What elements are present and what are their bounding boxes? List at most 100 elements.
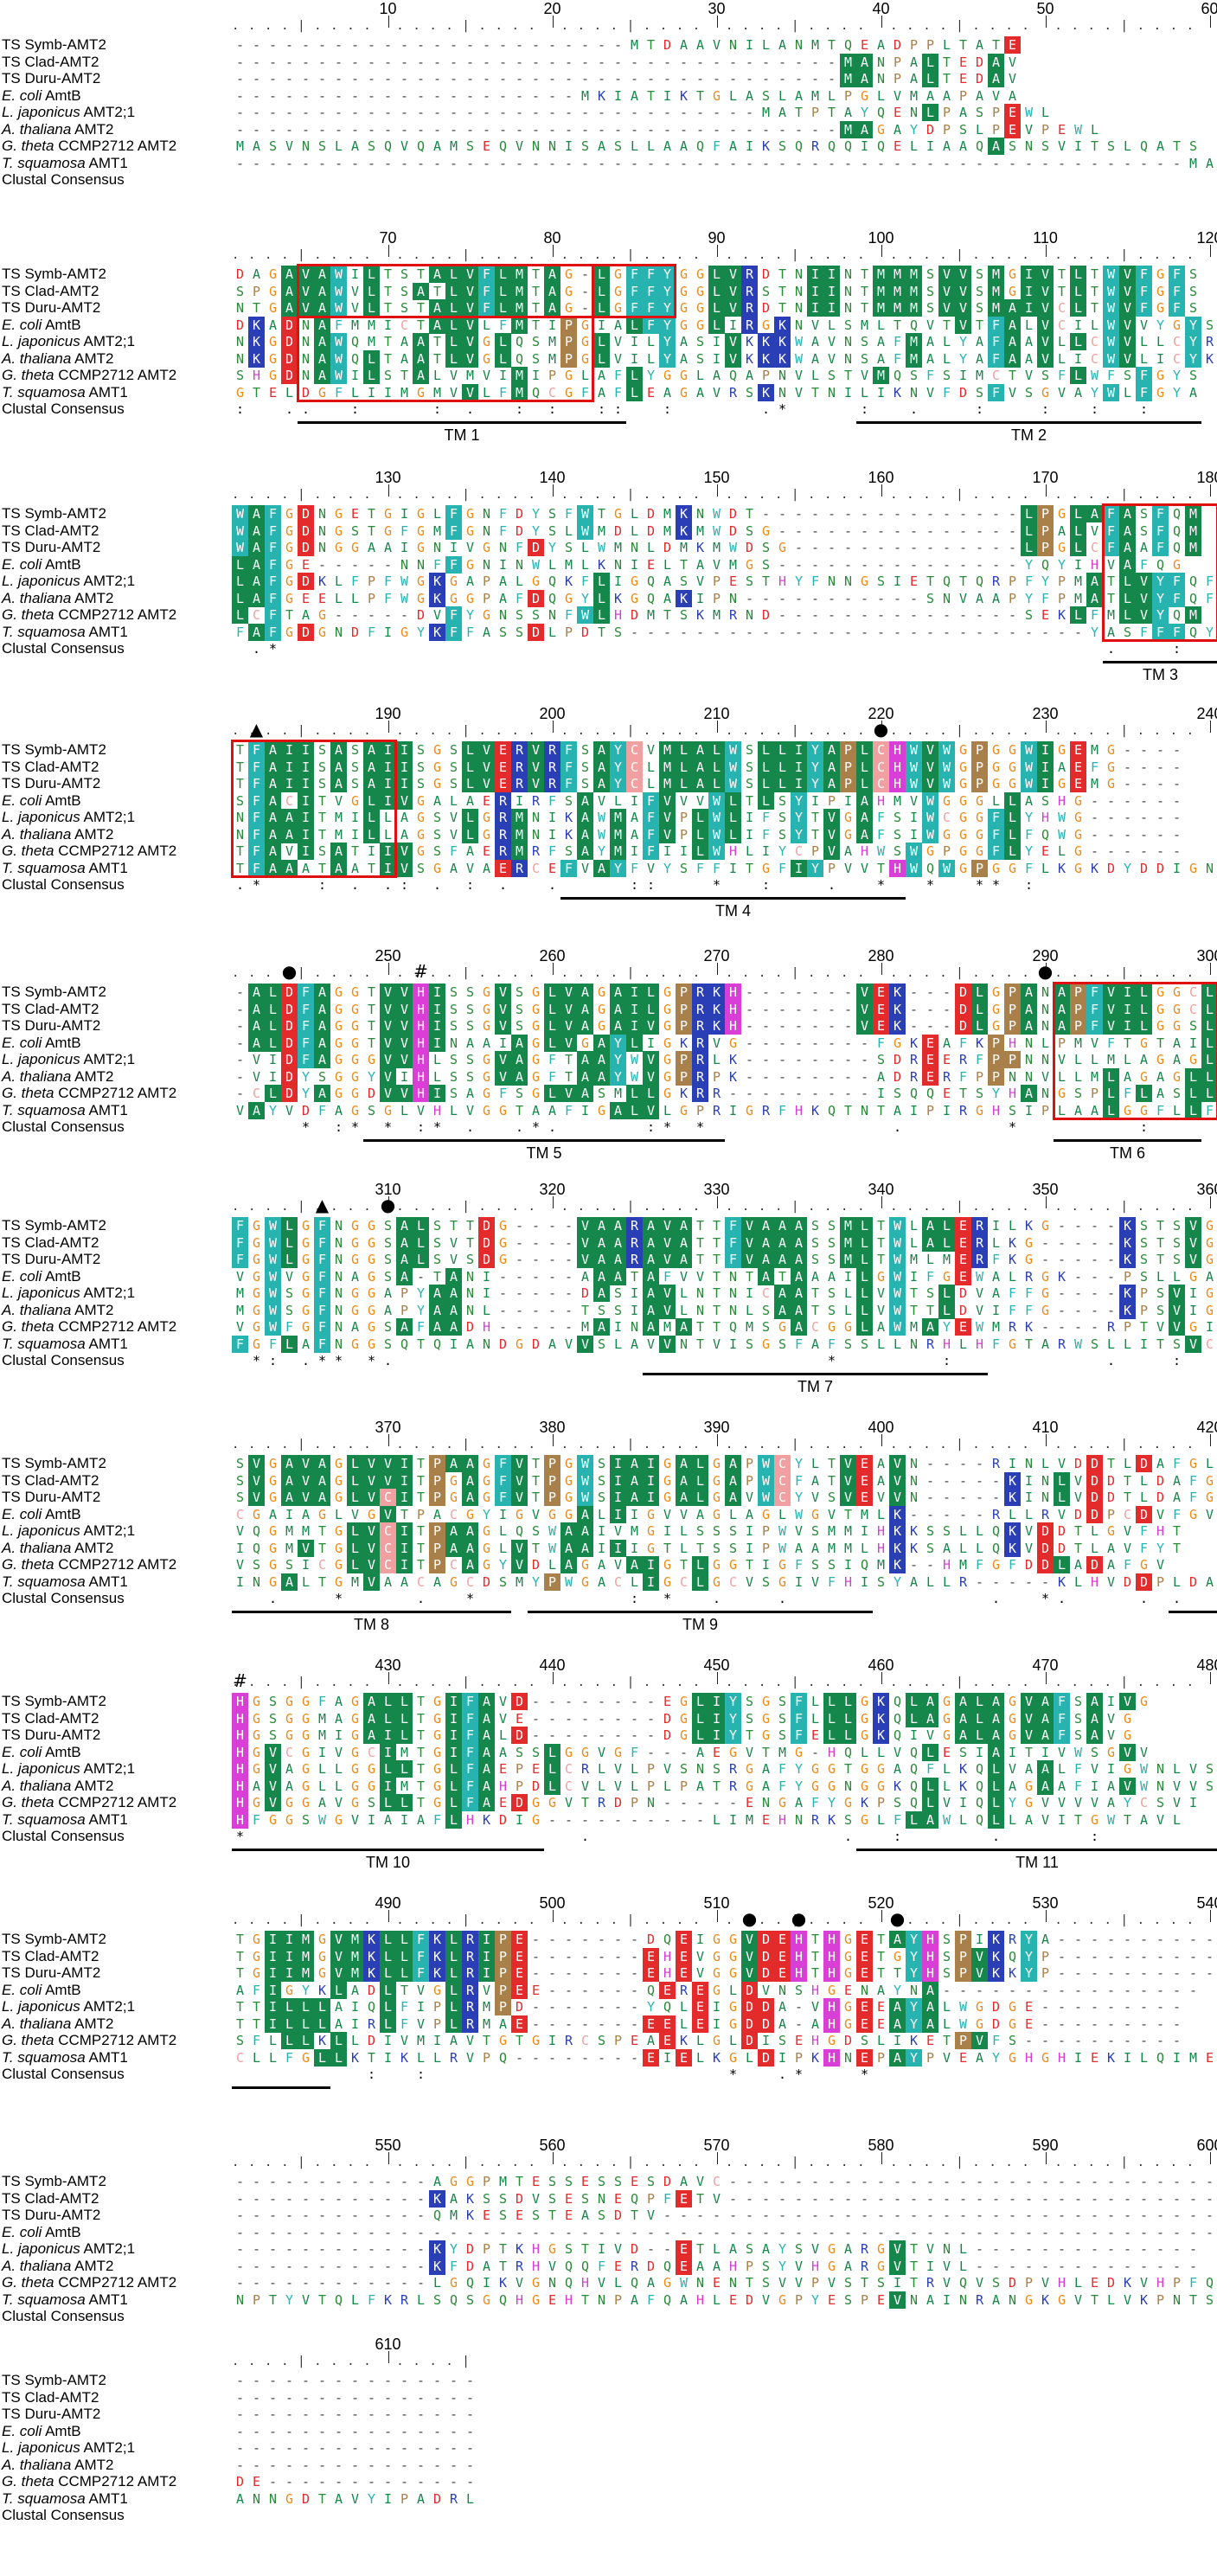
- residue: G: [1037, 1285, 1054, 1302]
- residue: S: [774, 1336, 791, 1353]
- residue: A: [988, 1710, 1004, 1727]
- residue: T: [741, 792, 758, 810]
- residue: D: [955, 1285, 971, 1302]
- residue: T: [380, 350, 396, 368]
- residue: I: [380, 741, 396, 759]
- residue: V: [889, 2240, 906, 2258]
- residue: -: [511, 155, 528, 172]
- residue: K: [889, 1522, 906, 1540]
- residue: S: [495, 624, 511, 641]
- residue: -: [347, 2207, 363, 2224]
- residue: V: [791, 367, 807, 384]
- residue: V: [873, 1302, 889, 1319]
- residue: Y: [1185, 350, 1201, 368]
- residue: S: [528, 1744, 544, 1761]
- residue: A: [1201, 1268, 1217, 1285]
- residue: -: [330, 36, 347, 54]
- residue: A: [478, 1035, 495, 1052]
- residue: -: [725, 624, 741, 641]
- residue: -: [1021, 2173, 1037, 2190]
- ruler-number: 80: [543, 229, 560, 247]
- residue: Q: [725, 1318, 741, 1336]
- residue: G: [265, 1472, 281, 1490]
- residue: -: [774, 590, 791, 607]
- residue: D: [577, 624, 593, 641]
- sequence-label: E. coli AmtB: [2, 1982, 81, 1999]
- residue: L: [1136, 1001, 1152, 1018]
- residue: T: [708, 1268, 725, 1285]
- residue: -: [248, 2240, 265, 2258]
- residue: -: [528, 1217, 544, 1234]
- residue: C: [1201, 1336, 1217, 1353]
- residue: S: [314, 843, 330, 860]
- residue: A: [511, 1035, 528, 1052]
- residue: G: [856, 1727, 873, 1744]
- consensus-row: Clustal Consensus: [0, 171, 1217, 189]
- residue: D: [758, 606, 774, 624]
- residue: -: [1054, 1285, 1070, 1302]
- residue: G: [363, 1251, 380, 1268]
- residue: -: [528, 1268, 544, 1285]
- residue: S: [511, 984, 528, 1001]
- residue: I: [445, 539, 462, 556]
- residue: A: [692, 556, 708, 574]
- residue: L: [593, 333, 610, 350]
- residue: -: [248, 87, 265, 105]
- residue: A: [478, 624, 495, 641]
- residue: -: [659, 155, 676, 172]
- residue: -: [380, 2224, 396, 2241]
- residue: -: [676, 70, 692, 87]
- residue: A: [593, 1068, 610, 1086]
- residue: A: [1054, 1001, 1070, 1018]
- residue: G: [988, 860, 1004, 877]
- residue: -: [938, 539, 955, 556]
- residue: Q: [511, 333, 528, 350]
- residue: P: [1037, 539, 1054, 556]
- residue: G: [429, 1794, 445, 1811]
- residue: L: [1136, 2049, 1152, 2067]
- residue: -: [922, 1001, 938, 1018]
- residue: L: [445, 1794, 462, 1811]
- ruler-number: 230: [1032, 705, 1058, 723]
- residue: A: [396, 1268, 413, 1285]
- residue: G: [462, 522, 478, 540]
- residue: V: [478, 775, 495, 792]
- residue: S: [1004, 1102, 1021, 1119]
- residue: G: [741, 1102, 758, 1119]
- residue: I: [626, 1001, 643, 1018]
- residue: L: [1185, 1102, 1201, 1119]
- residue: A: [725, 1455, 741, 1472]
- residue: Q: [791, 138, 807, 155]
- residue: -: [1136, 1982, 1152, 1999]
- residue: I: [626, 1540, 643, 1557]
- residue: S: [593, 1455, 610, 1472]
- transmembrane-label: TM 4: [715, 902, 751, 920]
- residue: N: [840, 2049, 856, 2067]
- residue: L: [445, 1811, 462, 1829]
- residue: N: [938, 2240, 955, 2258]
- residue: -: [741, 121, 758, 138]
- residue: I: [265, 1998, 281, 2015]
- residue: M: [840, 1234, 856, 1252]
- residue: Q: [347, 350, 363, 368]
- residue: L: [281, 1336, 298, 1353]
- residue: A: [445, 1285, 462, 1302]
- residue: F: [1201, 590, 1217, 607]
- ruler-number: 550: [375, 2137, 400, 2155]
- residue: A: [610, 1217, 626, 1234]
- residue: V: [1169, 1318, 1185, 1336]
- residue: -: [1037, 1982, 1054, 1999]
- residue: M: [1070, 1035, 1086, 1052]
- residue: L: [1152, 333, 1169, 350]
- residue: L: [708, 2240, 725, 2258]
- residue: -: [1054, 1302, 1070, 1319]
- residue: A: [676, 1318, 692, 1336]
- residue: A: [314, 367, 330, 384]
- residue: G: [413, 843, 429, 860]
- residue: S: [298, 1811, 314, 1829]
- residue: -: [544, 1710, 560, 1727]
- residue: H: [232, 1794, 248, 1811]
- residue: P: [955, 1931, 971, 1948]
